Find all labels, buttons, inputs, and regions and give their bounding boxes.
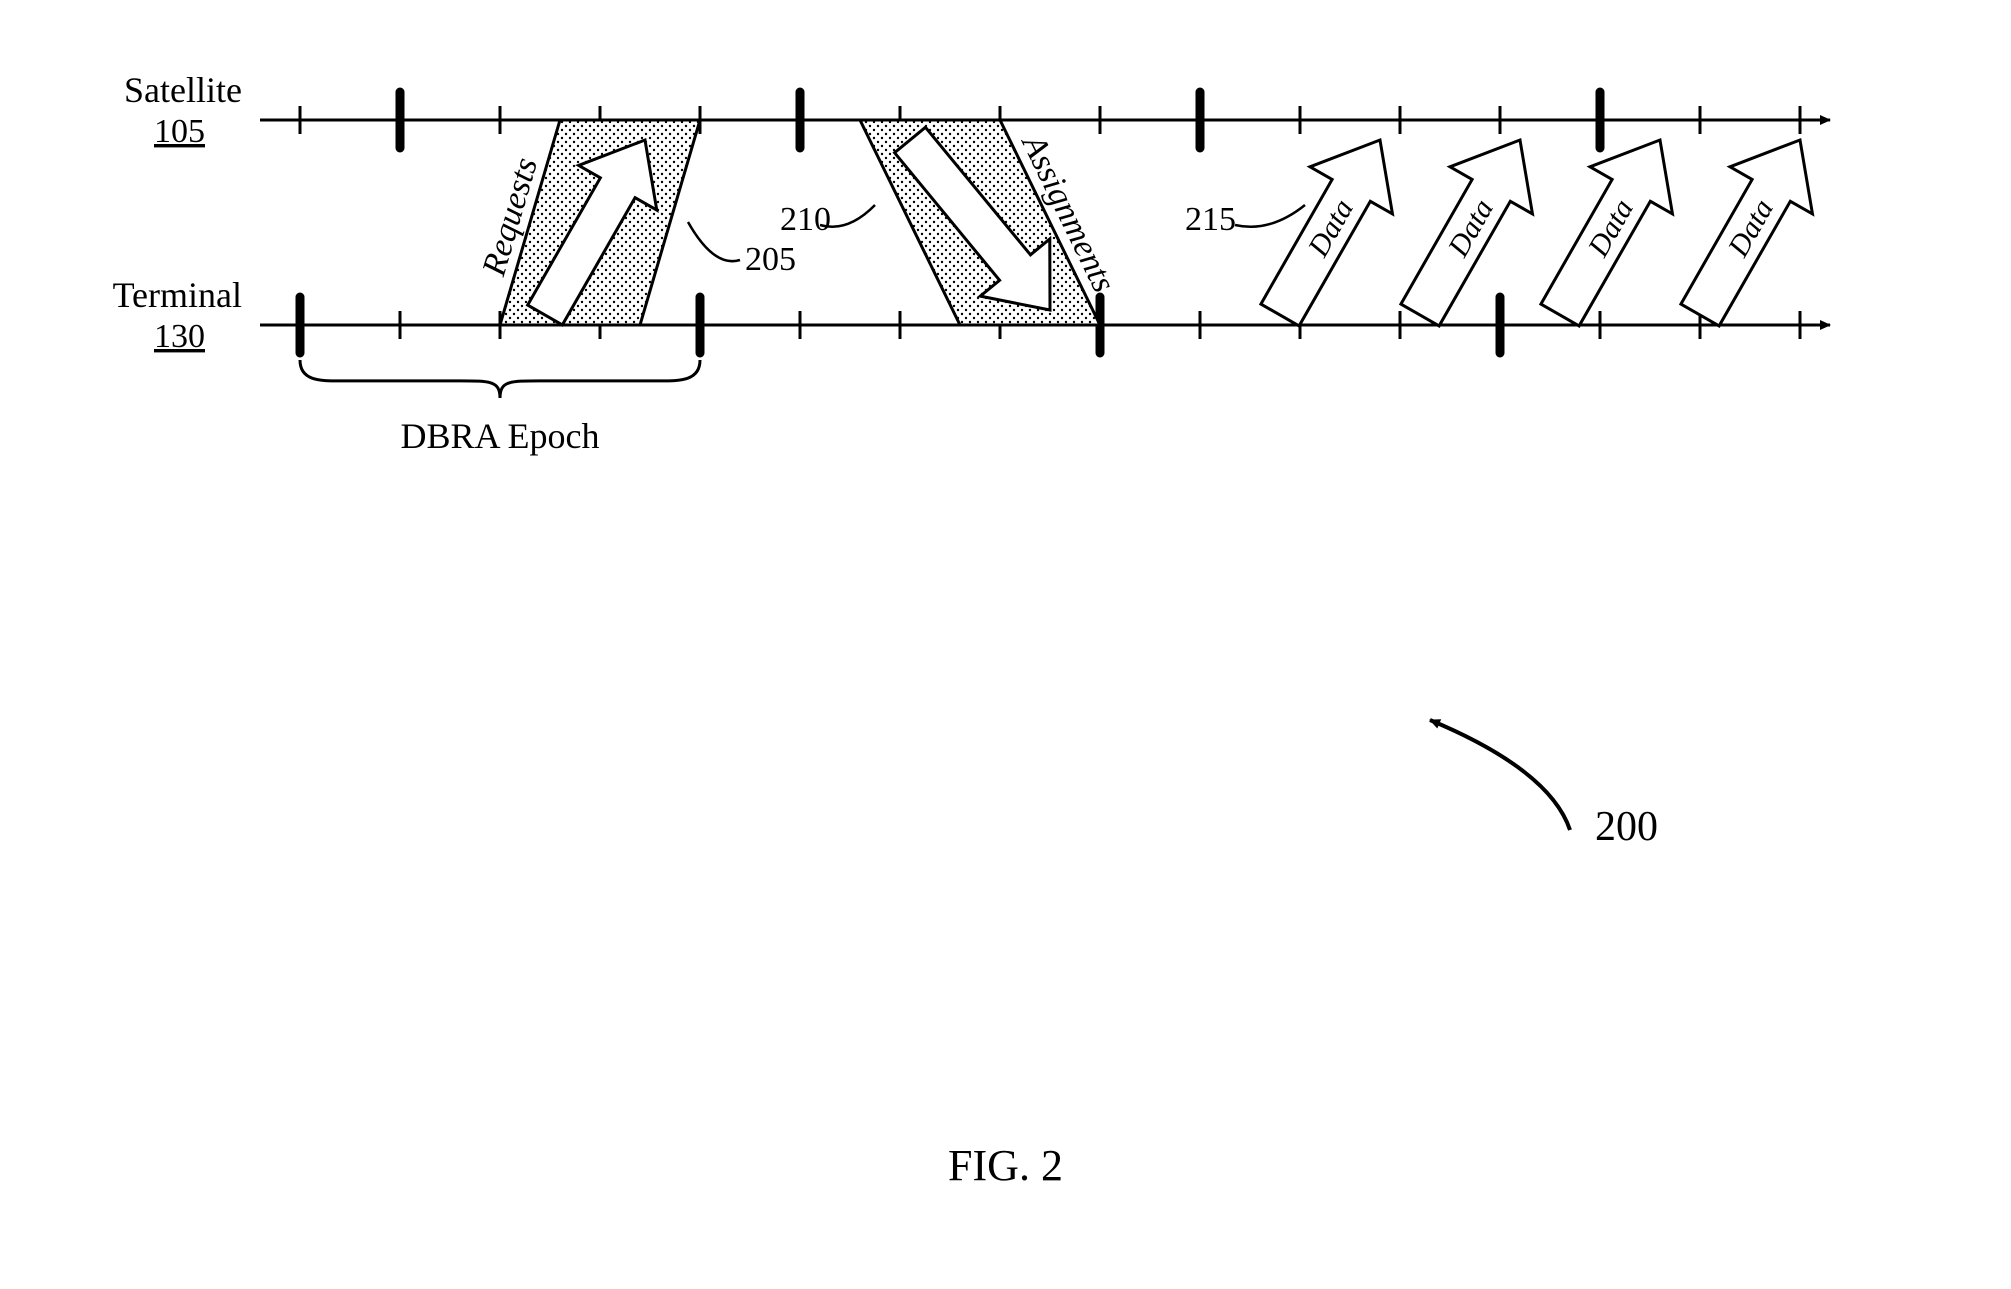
epoch-label: DBRA Epoch: [400, 416, 599, 456]
terminal-label: Terminal: [113, 275, 242, 315]
terminal-ref: 130: [154, 318, 205, 355]
figure-caption: FIG. 2: [948, 1141, 1063, 1190]
ref-215-leader: [1235, 205, 1305, 227]
epoch-brace: [300, 360, 700, 398]
ref-205-leader: [688, 222, 740, 261]
figure-ref-arrow: [1430, 720, 1570, 830]
ref-215: 215: [1185, 201, 1236, 238]
ref-210: 210: [780, 201, 831, 238]
satellite-ref: 105: [154, 113, 205, 150]
satellite-label: Satellite: [124, 70, 242, 110]
figure-ref: 200: [1595, 804, 1658, 850]
ref-205: 205: [745, 241, 796, 278]
